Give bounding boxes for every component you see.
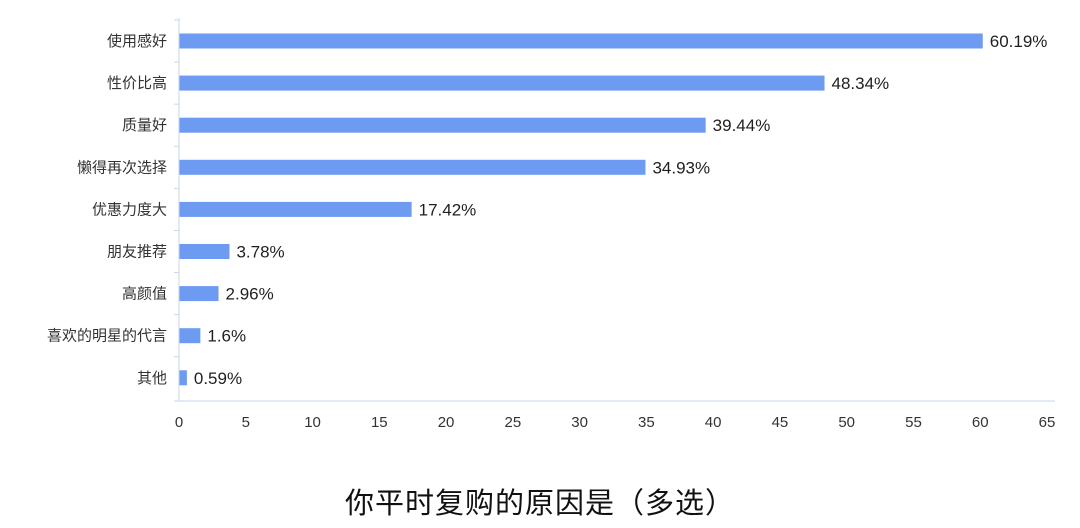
- data-label: 0.59%: [194, 369, 242, 388]
- category-label: 喜欢的明星的代言: [47, 327, 167, 345]
- data-label: 39.44%: [713, 116, 771, 135]
- bar: [179, 244, 230, 259]
- data-label: 1.6%: [207, 327, 246, 346]
- category-label: 性价比高: [107, 74, 167, 92]
- x-tick-label: 15: [371, 414, 388, 431]
- bar: [179, 201, 412, 217]
- x-tick-label: 60: [972, 414, 989, 431]
- data-label: 60.19%: [990, 32, 1048, 51]
- x-tick-label: 40: [705, 414, 722, 431]
- category-label: 其他: [137, 369, 167, 387]
- data-label: 2.96%: [226, 285, 274, 304]
- bar: [179, 75, 825, 91]
- category-label: 懒得再次选择: [77, 158, 167, 176]
- bar: [179, 370, 187, 386]
- category-label: 高颜值: [122, 285, 167, 303]
- x-tick-label: 10: [304, 414, 321, 431]
- bar: [179, 286, 219, 302]
- category-label: 使用感好: [107, 32, 167, 50]
- category-label: 优惠力度大: [92, 200, 167, 218]
- x-tick-label: 50: [838, 414, 855, 431]
- x-tick-label: 55: [905, 414, 922, 431]
- x-tick-label: 0: [175, 414, 183, 431]
- x-tick-label: 25: [505, 414, 522, 431]
- x-tick-label: 45: [772, 414, 789, 431]
- bar: [179, 117, 706, 133]
- data-label: 34.93%: [652, 158, 710, 177]
- category-label: 朋友推荐: [107, 243, 167, 261]
- bar: [179, 159, 646, 175]
- x-tick-label: 20: [438, 414, 455, 431]
- x-tick-label: 30: [571, 414, 588, 431]
- data-label: 3.78%: [236, 243, 284, 262]
- bar: [179, 33, 983, 49]
- x-tick-label: 35: [638, 414, 655, 431]
- chart-caption: 你平时复购的原因是（多选）: [344, 486, 735, 520]
- x-tick-label: 5: [242, 414, 250, 431]
- axes: 0 5 10 15 20 25 30 35 40 45 50 55 60 65: [174, 18, 1055, 431]
- category-label: 质量好: [122, 116, 167, 134]
- data-label: 48.34%: [832, 74, 890, 93]
- x-tick-label: 65: [1039, 414, 1056, 431]
- bar: [179, 328, 201, 344]
- bars-layer: [179, 33, 983, 386]
- value-labels: 60.19% 48.34% 39.44% 34.93% 17.42% 3.78% 2.96%…: [194, 32, 1048, 388]
- data-label: 17.42%: [419, 200, 477, 219]
